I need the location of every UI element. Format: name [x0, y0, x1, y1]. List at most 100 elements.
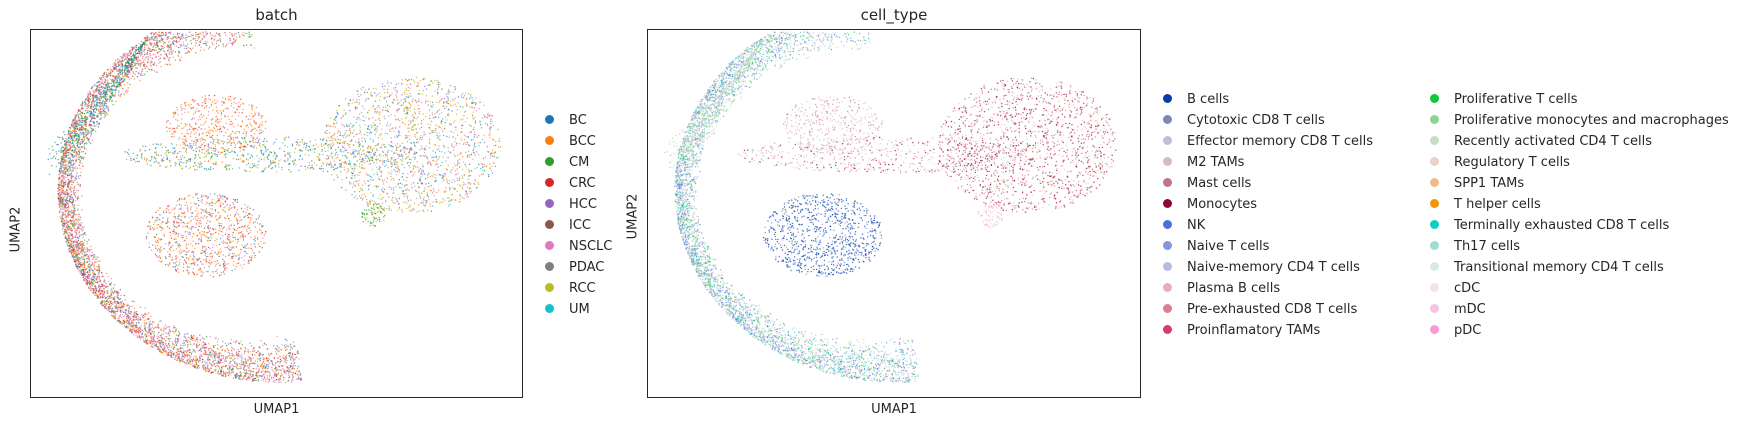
scatter-point: [66, 227, 68, 229]
scatter-point: [163, 348, 166, 351]
scatter-point: [61, 211, 63, 213]
scatter-point: [60, 164, 62, 166]
scatter-point: [61, 224, 64, 226]
scatter-point: [158, 331, 160, 333]
scatter-point: [90, 107, 92, 109]
scatter-point: [158, 350, 161, 352]
scatter-point: [289, 369, 291, 371]
scatter-point: [371, 199, 373, 202]
scatter-point: [86, 247, 88, 249]
scatter-point: [144, 325, 146, 327]
scatter-point: [294, 345, 296, 347]
scatter-point: [127, 90, 129, 92]
scatter-point: [143, 322, 145, 324]
scatter-point: [86, 105, 88, 107]
scatter-point: [76, 223, 78, 225]
scatter-point: [169, 64, 171, 66]
scatter-point: [167, 58, 170, 60]
scatter-point: [195, 34, 197, 36]
scatter-point: [188, 359, 190, 361]
scatter-point: [152, 35, 155, 37]
scatter-point: [100, 88, 102, 91]
scatter-point: [158, 58, 160, 61]
scatter-point: [178, 352, 180, 355]
scatter-point: [61, 165, 63, 167]
scatter-point: [77, 108, 79, 111]
scatter-point: [352, 183, 354, 185]
scatter-point: [84, 152, 87, 155]
scatter-point: [344, 149, 346, 152]
scatter-point: [252, 371, 254, 373]
scatter-point: [143, 37, 145, 40]
scatter-point: [88, 105, 90, 107]
scatter-point: [134, 316, 136, 318]
scatter-point: [129, 83, 131, 86]
scatter-point: [158, 31, 160, 33]
scatter-point: [71, 229, 73, 232]
scatter-point: [214, 47, 217, 50]
scatter-point: [117, 61, 120, 63]
scatter-point: [79, 184, 81, 186]
scatter-point: [67, 168, 69, 171]
scatter-point: [105, 107, 108, 110]
scatter-point: [178, 40, 181, 42]
scatter-point: [92, 273, 94, 275]
scatter-point: [146, 38, 148, 40]
scatter-point: [66, 231, 68, 233]
scatter-point: [147, 58, 149, 60]
scatter-point: [265, 378, 267, 380]
scatter-point: [76, 233, 78, 235]
scatter-point: [93, 117, 96, 120]
scatter-point: [333, 134, 335, 136]
scatter-point: [185, 339, 188, 341]
scatter-point: [277, 372, 280, 374]
scatter-point: [246, 32, 248, 35]
scatter-point: [113, 64, 116, 67]
scatter-point: [122, 77, 124, 79]
scatter-point: [65, 207, 67, 209]
scatter-point: [147, 56, 149, 58]
scatter-point: [73, 204, 76, 206]
scatter-point: [130, 317, 132, 319]
scatter-point: [77, 123, 80, 125]
scatter-point: [118, 92, 120, 94]
scatter-point: [78, 253, 80, 256]
scatter-point: [169, 337, 171, 340]
scatter-point: [171, 53, 173, 55]
scatter-point: [228, 367, 231, 369]
scatter-point: [255, 351, 258, 354]
scatter-point: [179, 37, 181, 39]
scatter-point: [150, 329, 152, 331]
scatter-point: [278, 381, 280, 384]
scatter-point: [296, 351, 299, 353]
scatter-point: [211, 37, 213, 39]
scatter-point: [228, 364, 230, 366]
scatter-point: [377, 197, 380, 199]
scatter-point: [61, 199, 64, 201]
scatter-point: [89, 126, 91, 128]
scatter-point: [73, 241, 75, 243]
scatter-point: [172, 356, 174, 359]
scatter-point: [61, 193, 63, 195]
scatter-point: [59, 172, 61, 174]
scatter-point: [97, 89, 99, 91]
scatter-point: [169, 37, 172, 40]
scatter-point: [192, 336, 194, 338]
scatter-point: [177, 339, 179, 342]
scatter-point: [137, 56, 139, 59]
scatter-point: [174, 338, 177, 340]
scatter-point: [94, 100, 97, 102]
scatter-point: [408, 95, 410, 98]
scatter-point: [220, 345, 223, 348]
scatter-point: [100, 78, 102, 80]
scatter-point: [86, 254, 88, 256]
scatter-point: [117, 302, 120, 305]
scatter-point: [285, 354, 288, 356]
scatter-point: [98, 77, 101, 79]
scatter-point: [121, 321, 123, 323]
scatter-point: [240, 363, 242, 366]
scatter-point: [120, 310, 122, 312]
scatter-point: [138, 59, 141, 62]
scatter-point: [386, 122, 389, 124]
scatter-point: [74, 196, 77, 198]
